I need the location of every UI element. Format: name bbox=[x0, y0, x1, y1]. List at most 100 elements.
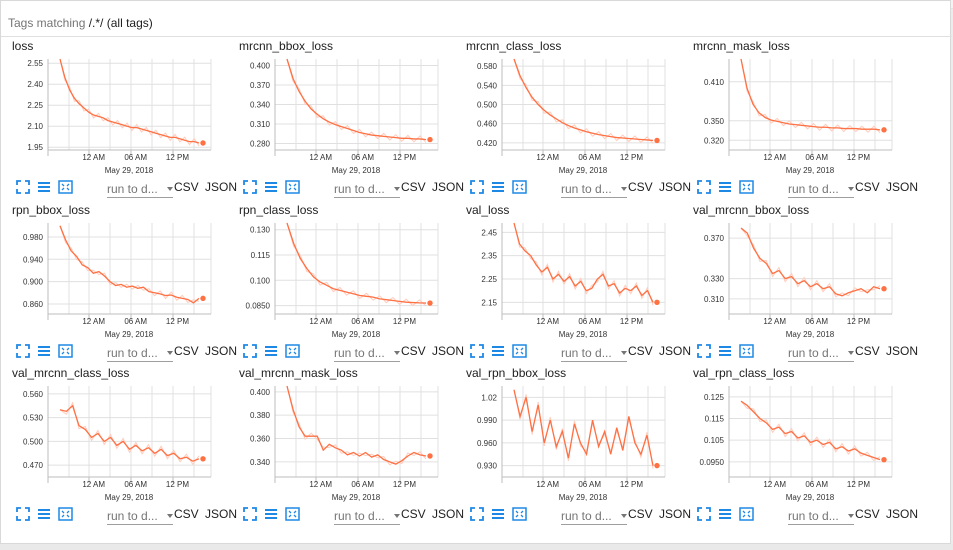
fit-domain-icon[interactable] bbox=[58, 507, 74, 523]
expand-icon[interactable] bbox=[697, 344, 713, 360]
fit-domain-icon[interactable] bbox=[739, 344, 755, 360]
download-json-link[interactable]: JSON bbox=[886, 344, 919, 358]
download-json-link[interactable]: JSON bbox=[205, 344, 238, 358]
download-json-link[interactable]: JSON bbox=[659, 507, 692, 521]
run-selector-dropdown[interactable]: run to d... bbox=[107, 182, 173, 198]
expand-icon[interactable] bbox=[697, 507, 713, 523]
series-raw-line bbox=[59, 401, 200, 466]
download-json-link[interactable]: JSON bbox=[205, 507, 238, 521]
download-json-link[interactable]: JSON bbox=[886, 180, 919, 194]
toggle-lines-icon[interactable] bbox=[264, 344, 280, 360]
chart-plot[interactable]: 0.560 0.530 0.500 0.470 12 AM 06 AM 12 PM bbox=[1, 366, 225, 491]
run-selector-dropdown[interactable]: run to d... bbox=[107, 346, 173, 362]
expand-icon[interactable] bbox=[243, 180, 259, 196]
download-csv-link[interactable]: CSV bbox=[401, 180, 426, 194]
chart-plot[interactable]: 1.02 0.990 0.960 0.930 12 AM 06 AM 12 PM bbox=[455, 366, 679, 491]
download-csv-link[interactable]: CSV bbox=[855, 344, 880, 358]
tag-filter-label[interactable]: Tags matching /.*/ (all tags) bbox=[8, 16, 153, 30]
y-tick-label: 2.25 bbox=[481, 275, 497, 284]
download-csv-link[interactable]: CSV bbox=[855, 507, 880, 521]
fit-domain-icon[interactable] bbox=[512, 507, 528, 523]
expand-icon[interactable] bbox=[243, 344, 259, 360]
toggle-lines-icon[interactable] bbox=[264, 507, 280, 523]
toggle-lines-icon[interactable] bbox=[37, 180, 53, 196]
download-json-link[interactable]: JSON bbox=[432, 180, 465, 194]
expand-icon[interactable] bbox=[470, 344, 486, 360]
toggle-lines-icon[interactable] bbox=[718, 507, 734, 523]
expand-icon[interactable] bbox=[470, 180, 486, 196]
fit-domain-icon[interactable] bbox=[58, 344, 74, 360]
expand-icon[interactable] bbox=[470, 507, 486, 523]
download-csv-link[interactable]: CSV bbox=[401, 344, 426, 358]
chart-plot[interactable]: 0.400 0.370 0.340 0.310 0.280 12 AM 06 AM 12 PM bbox=[228, 39, 452, 164]
expand-icon[interactable] bbox=[16, 344, 32, 360]
fit-domain-icon[interactable] bbox=[285, 180, 301, 196]
download-json-link[interactable]: JSON bbox=[886, 507, 919, 521]
download-json-link[interactable]: JSON bbox=[205, 180, 238, 194]
download-json-link[interactable]: JSON bbox=[659, 180, 692, 194]
download-csv-link[interactable]: CSV bbox=[628, 507, 653, 521]
x-axis-date-label: May 29, 2018 bbox=[331, 330, 381, 339]
download-csv-link[interactable]: CSV bbox=[174, 344, 199, 358]
chart-card: mrcnn_mask_loss 0.410 0.350 0.320 12 AM 06 AM… bbox=[682, 39, 918, 202]
run-selector-dropdown[interactable]: run to d... bbox=[561, 182, 627, 198]
run-selector-dropdown[interactable]: run to d... bbox=[561, 346, 627, 362]
run-selector-dropdown[interactable]: run to d... bbox=[561, 509, 627, 525]
expand-icon[interactable] bbox=[16, 180, 32, 196]
chart-plot[interactable]: 0.370 0.330 0.310 12 AM 06 AM 12 PM bbox=[682, 203, 906, 328]
download-json-link[interactable]: JSON bbox=[659, 344, 692, 358]
run-selector-dropdown[interactable]: run to d... bbox=[107, 509, 173, 525]
run-selector-dropdown[interactable]: run to d... bbox=[788, 509, 854, 525]
download-csv-link[interactable]: CSV bbox=[628, 180, 653, 194]
fit-domain-icon[interactable] bbox=[512, 344, 528, 360]
run-selector-dropdown[interactable]: run to d... bbox=[788, 346, 854, 362]
run-selector-dropdown[interactable]: run to d... bbox=[334, 509, 400, 525]
chart-plot[interactable]: 2.55 2.40 2.25 2.10 1.95 12 AM 06 AM 12 PM bbox=[1, 39, 225, 164]
download-csv-link[interactable]: CSV bbox=[174, 507, 199, 521]
download-csv-link[interactable]: CSV bbox=[174, 180, 199, 194]
run-selector-dropdown[interactable]: run to d... bbox=[334, 346, 400, 362]
toggle-lines-icon[interactable] bbox=[37, 344, 53, 360]
x-tick-label: 12 AM bbox=[309, 317, 332, 326]
expand-icon[interactable] bbox=[243, 507, 259, 523]
fit-domain-icon[interactable] bbox=[739, 180, 755, 196]
run-selector-dropdown[interactable]: run to d... bbox=[788, 182, 854, 198]
chart-plot[interactable]: 0.400 0.380 0.360 0.340 12 AM 06 AM 12 PM bbox=[228, 366, 452, 491]
fit-domain-icon[interactable] bbox=[512, 180, 528, 196]
chart-plot[interactable]: 0.125 0.115 0.105 0.0950 12 AM 06 AM 12 PM bbox=[682, 366, 906, 491]
chart-card: val_rpn_class_loss 0.125 0.115 0.105 0.0950 1… bbox=[682, 366, 918, 529]
toggle-lines-icon[interactable] bbox=[37, 507, 53, 523]
toggle-lines-icon[interactable] bbox=[264, 180, 280, 196]
chart-plot[interactable]: 0.980 0.940 0.900 0.860 12 AM 06 AM 12 PM bbox=[1, 203, 225, 328]
chart-plot[interactable]: 0.410 0.350 0.320 12 AM 06 AM 12 PM bbox=[682, 39, 906, 164]
toggle-lines-icon[interactable] bbox=[491, 507, 507, 523]
y-tick-label: 0.400 bbox=[250, 62, 271, 71]
fit-domain-icon[interactable] bbox=[58, 180, 74, 196]
expand-icon[interactable] bbox=[697, 180, 713, 196]
chart-plot[interactable]: 2.45 2.35 2.25 2.15 12 AM 06 AM 12 PM bbox=[455, 203, 679, 328]
download-csv-link[interactable]: CSV bbox=[401, 507, 426, 521]
series-raw-line bbox=[513, 222, 654, 306]
chevron-down-icon bbox=[394, 187, 400, 191]
y-tick-label: 0.310 bbox=[704, 295, 725, 304]
chart-plot[interactable]: 0.580 0.540 0.500 0.460 0.420 12 AM 06 AM 12 PM bbox=[455, 39, 679, 164]
toggle-lines-icon[interactable] bbox=[718, 180, 734, 196]
download-csv-link[interactable]: CSV bbox=[628, 344, 653, 358]
fit-domain-icon[interactable] bbox=[285, 344, 301, 360]
download-json-link[interactable]: JSON bbox=[432, 344, 465, 358]
run-selector-value: run to d... bbox=[107, 346, 158, 360]
chart-plot[interactable]: 0.130 0.115 0.100 0.0850 12 AM 06 AM 12 PM bbox=[228, 203, 452, 328]
series-smoothed-line bbox=[59, 404, 200, 462]
fit-domain-icon[interactable] bbox=[285, 507, 301, 523]
x-tick-label: 12 PM bbox=[847, 480, 870, 489]
download-csv-link[interactable]: CSV bbox=[855, 180, 880, 194]
fit-domain-icon[interactable] bbox=[739, 507, 755, 523]
toggle-lines-icon[interactable] bbox=[491, 180, 507, 196]
download-json-link[interactable]: JSON bbox=[432, 507, 465, 521]
toggle-lines-icon[interactable] bbox=[491, 344, 507, 360]
chevron-down-icon bbox=[621, 187, 627, 191]
toggle-lines-icon[interactable] bbox=[718, 344, 734, 360]
series-smoothed-line bbox=[740, 58, 881, 131]
run-selector-dropdown[interactable]: run to d... bbox=[334, 182, 400, 198]
expand-icon[interactable] bbox=[16, 507, 32, 523]
